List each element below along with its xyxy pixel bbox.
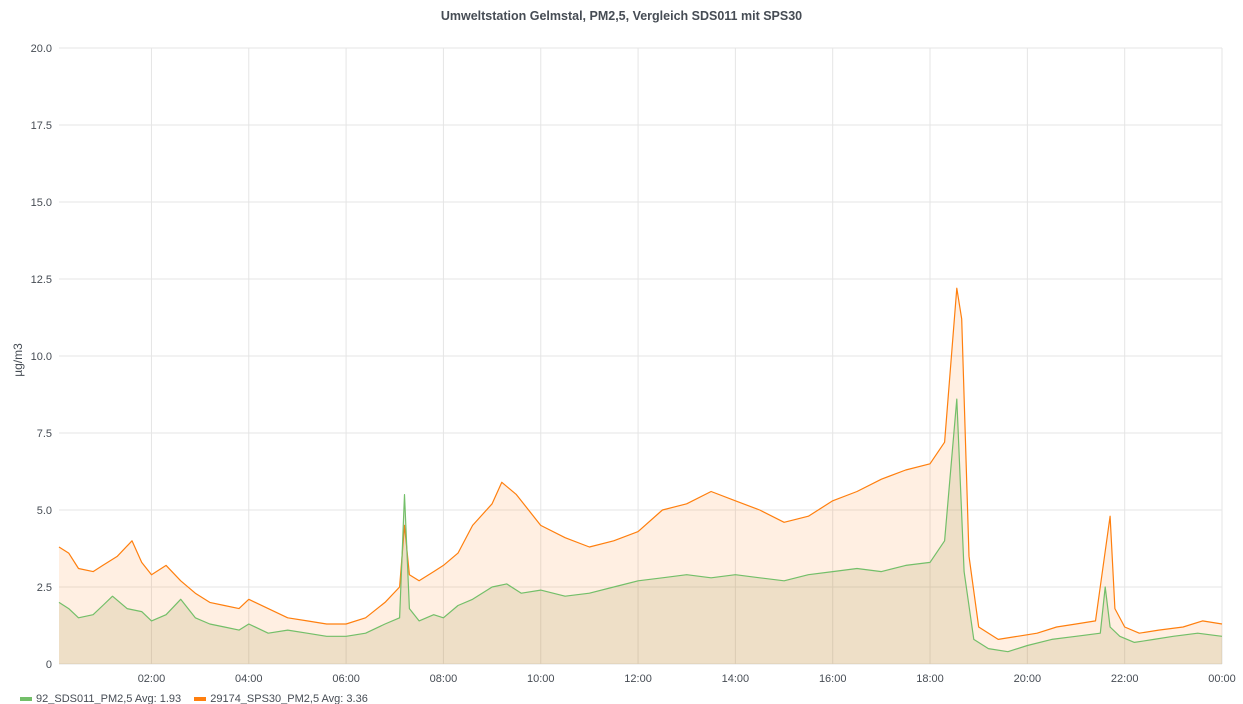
x-tick-label: 12:00 [624, 673, 652, 685]
y-tick-label: 10.0 [31, 351, 52, 363]
y-tick-label: 7.5 [37, 428, 52, 440]
x-tick-label: 20:00 [1014, 673, 1042, 685]
y-tick-label: 12.5 [31, 274, 52, 286]
y-tick-label: 5.0 [37, 505, 52, 517]
x-tick-label: 16:00 [819, 673, 847, 685]
y-tick-label: 2.5 [37, 582, 52, 594]
x-tick-label: 14:00 [722, 673, 750, 685]
y-tick-label: 20.0 [31, 43, 52, 55]
legend-swatch-sps30 [194, 697, 207, 702]
series-line-0 [58, 398, 1223, 653]
x-tick-label: 06:00 [332, 673, 360, 685]
x-tick-label: 00:00 [1208, 673, 1236, 685]
x-tick-label: 18:00 [916, 673, 944, 685]
series-line-1 [58, 287, 1223, 640]
legend-swatch-sds011 [20, 697, 32, 702]
x-tick-label: 22:00 [1111, 673, 1139, 685]
x-tick-label: 04:00 [235, 673, 263, 685]
series-area-0 [59, 399, 1222, 664]
y-tick-label: 0 [46, 659, 52, 671]
series-area-1 [59, 288, 1222, 664]
legend-label-sps30: 29174_SPS30_PM2,5 Avg: 3.36 [210, 693, 368, 704]
legend: 92_SDS011_PM2,5 Avg: 1.93 29174_SPS30_PM… [20, 693, 378, 704]
legend-item-sds011[interactable]: 92_SDS011_PM2,5 Avg: 1.93 [20, 693, 181, 704]
legend-label-sds011: 92_SDS011_PM2,5 Avg: 1.93 [36, 693, 182, 704]
chart-title: Umweltstation Gelmstal, PM2,5, Vergleich… [440, 9, 803, 23]
legend-item-sps30[interactable]: 29174_SPS30_PM2,5 Avg: 3.36 [194, 693, 368, 704]
y-tick-label: 17.5 [31, 120, 52, 132]
x-tick-label: 02:00 [138, 673, 166, 685]
y-tick-label: 15.0 [31, 197, 52, 209]
x-tick-label: 10:00 [527, 673, 555, 685]
x-tick-label: 08:00 [430, 673, 458, 685]
